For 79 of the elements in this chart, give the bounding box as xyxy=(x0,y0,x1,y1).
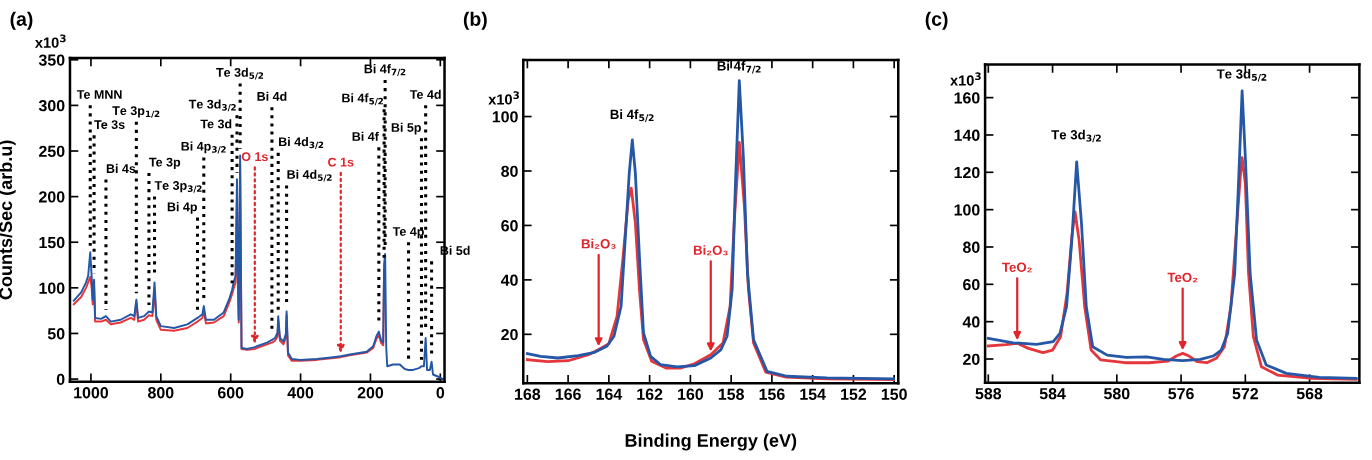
annotation: Te MNN xyxy=(76,90,122,99)
x-tick-label: 588 xyxy=(975,388,1002,400)
y-tick-label: 150 xyxy=(39,236,65,249)
y-tick-label: 160 xyxy=(954,92,980,104)
y-tick-label: 40 xyxy=(500,274,518,286)
y-tick-label: 80 xyxy=(501,165,518,177)
x-tick-label: 572 xyxy=(1232,388,1259,400)
chart-title: (a) xyxy=(10,11,33,30)
x-tick-label: 800 xyxy=(148,387,174,399)
y-tick-label: 250 xyxy=(39,145,65,157)
annotation: Bi₂O₃ xyxy=(581,238,616,249)
x-tick-label: 158 xyxy=(718,388,744,400)
x-tick-label: 580 xyxy=(1103,388,1130,400)
y-tick-label: 100 xyxy=(492,111,518,123)
y-tick-label: 80 xyxy=(962,241,980,253)
y-tick-label: 120 xyxy=(954,166,980,179)
y-tick-label: 300 xyxy=(38,100,65,112)
annotation: Te 3d$_{3/2}$ xyxy=(1051,129,1101,143)
annotation: Te 3d xyxy=(200,119,232,129)
x-tick-label: 0 xyxy=(436,387,445,399)
annotation: TeO₂ xyxy=(1002,262,1032,273)
x-tick-label: 576 xyxy=(1168,388,1194,400)
y-tick-label: 20 xyxy=(501,328,518,341)
x-tick-label: 568 xyxy=(1296,388,1323,400)
x-tick-label: 168 xyxy=(515,388,541,400)
annotation: Bi 4f$_{5/2}$ xyxy=(342,93,383,106)
x-tick-label: 200 xyxy=(357,387,384,399)
x-tick-label: 166 xyxy=(555,388,581,400)
text: x10$^{3}$ xyxy=(34,34,66,48)
annotation: Bi 4f$_{7/2}$ xyxy=(364,64,406,77)
y-tick-label: 60 xyxy=(963,278,980,291)
x-tick-label: 162 xyxy=(637,388,663,400)
y-tick-label: 140 xyxy=(954,129,980,141)
annotation: Te 3s xyxy=(94,120,125,130)
y-tick-label: 100 xyxy=(954,204,980,216)
x-tick-label: 152 xyxy=(841,388,867,400)
annotation: Bi 4d$_{5/2}$ xyxy=(287,169,332,182)
annotation: Te 3p xyxy=(149,157,181,170)
chart-title: (c) xyxy=(925,11,948,30)
x-tick-label: 400 xyxy=(287,387,314,399)
annotation: C 1s xyxy=(328,157,354,167)
annotation: Bi 4f$_{5/2}$ xyxy=(610,109,654,122)
text: x10$^{3}$ xyxy=(950,72,981,86)
x-tick-label: 154 xyxy=(800,388,826,400)
annotation: Bi₂O₃ xyxy=(693,245,728,256)
annotation: Bi 5p xyxy=(391,122,421,135)
x-tick-label: 600 xyxy=(217,387,244,399)
annotation: Te 4d xyxy=(409,89,441,99)
y-tick-label: 50 xyxy=(47,328,65,340)
x-tick-label: 160 xyxy=(678,388,704,400)
y-tick-label: 350 xyxy=(38,54,65,66)
y-tick-label: 200 xyxy=(39,191,65,203)
annotation: Bi 4p$_{3/2}$ xyxy=(181,141,226,154)
x-tick-label: 1000 xyxy=(74,387,109,399)
x-tick-label: 164 xyxy=(596,388,623,400)
x-tick-label: 156 xyxy=(759,388,785,400)
annotation: Bi 4d$_{3/2}$ xyxy=(279,136,324,149)
annotation: Bi 4p xyxy=(167,202,197,214)
text: x10$^{3}$ xyxy=(488,91,519,105)
annotation: Bi 4f xyxy=(352,131,379,141)
annotation: Te 3p$_{3/2}$ xyxy=(154,181,202,193)
x-tick-label: 584 xyxy=(1039,388,1066,400)
y-tick-label: 60 xyxy=(501,220,518,232)
annotation: Te 3d$_{5/2}$ xyxy=(216,67,264,80)
x-tick-label: 150 xyxy=(881,388,907,400)
annotation: TeO₂ xyxy=(1167,272,1198,283)
annotation: Te 3d$_{3/2}$ xyxy=(188,99,236,112)
y-tick-label: 0 xyxy=(56,373,65,386)
annotation: Te 3d$_{5/2}$ xyxy=(1216,68,1267,82)
x-axis-title: Binding Energy (eV) xyxy=(625,433,797,451)
y-tick-label: 20 xyxy=(963,353,980,365)
y-tick-label: 40 xyxy=(962,316,980,328)
y-tick-label: 100 xyxy=(39,282,65,294)
annotation: Bi 4f$_{7/2}$ xyxy=(717,60,761,74)
annotation: Bi 4d xyxy=(257,91,287,101)
chart-title: (b) xyxy=(463,11,487,30)
annotation: O 1s xyxy=(241,152,268,162)
annotation: Bi 4s xyxy=(106,163,136,174)
annotation: Te 3p$_{1/2}$ xyxy=(112,106,160,118)
